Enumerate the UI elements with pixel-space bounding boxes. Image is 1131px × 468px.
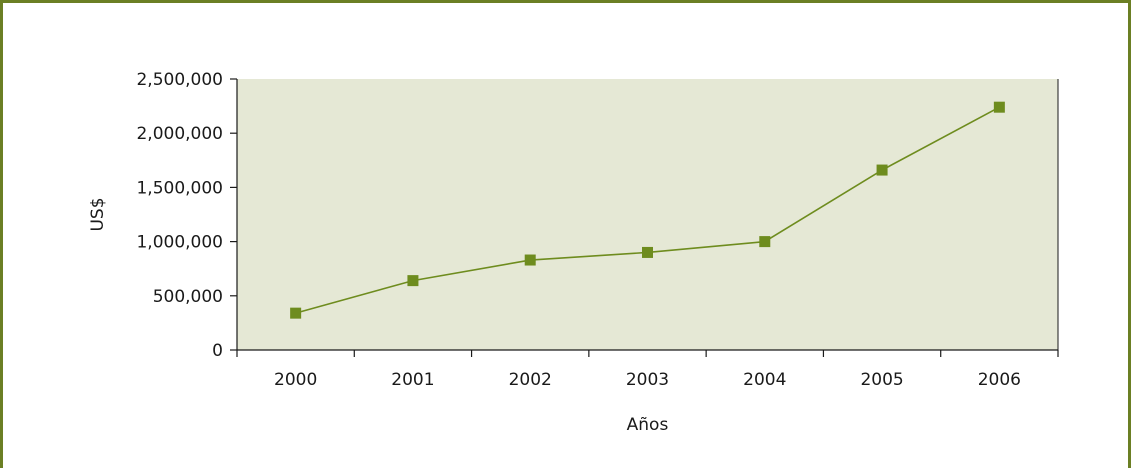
- x-tick-label: 2005: [860, 370, 903, 390]
- x-tick-label: 2000: [274, 370, 317, 390]
- data-point-marker: [642, 246, 653, 258]
- frame-left-border: [0, 0, 3, 468]
- x-axis-title: Años: [627, 415, 669, 435]
- frame-top-border: [0, 0, 1131, 3]
- frame-right-border: [1128, 0, 1131, 468]
- y-tick-label: 0: [212, 341, 223, 361]
- data-point-marker: [524, 254, 536, 266]
- x-tick-label: 2002: [509, 370, 552, 390]
- series-layer: [290, 101, 1005, 319]
- x-tick-label: 2004: [743, 370, 786, 390]
- y-tick-label: 1,500,000: [136, 178, 223, 198]
- y-tick-label: 1,000,000: [136, 233, 223, 253]
- data-point-marker: [290, 307, 302, 319]
- x-axis-ticks: 2000 2001 2002 2003 2004 2005 2006: [236, 350, 1059, 390]
- x-tick-label: 2003: [626, 370, 669, 390]
- y-tick-label: 2,500,000: [136, 70, 223, 90]
- data-point-marker: [993, 101, 1005, 113]
- y-axis-ticks: 0 500,000 1,000,000 1,500,000 2,000,000 2,500…: [136, 70, 237, 361]
- y-tick-label: 500,000: [153, 287, 223, 307]
- x-tick-label: 2001: [391, 370, 434, 390]
- y-axis-title: US$: [88, 197, 108, 231]
- axes: [236, 79, 1059, 351]
- y-tick-label: 2,000,000: [136, 124, 223, 144]
- data-point-marker: [759, 236, 771, 248]
- data-point-marker: [876, 164, 888, 176]
- x-tick-label: 2006: [978, 370, 1021, 390]
- data-point-marker: [407, 275, 419, 287]
- plot-area: [237, 79, 1058, 350]
